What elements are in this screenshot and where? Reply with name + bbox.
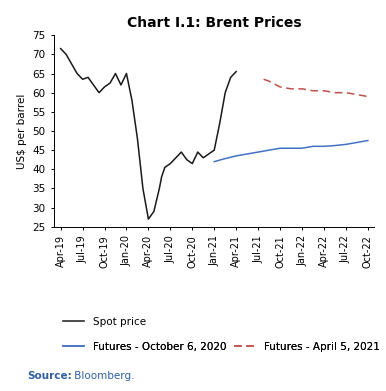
Text: Bloomberg.: Bloomberg.	[71, 371, 135, 381]
Legend: Futures - October 6, 2020, Futures - April 5, 2021: Futures - October 6, 2020, Futures - Apr…	[59, 337, 384, 356]
Y-axis label: US$ per barrel: US$ per barrel	[17, 93, 27, 169]
Title: Chart I.1: Brent Prices: Chart I.1: Brent Prices	[127, 16, 301, 30]
Text: Source:: Source:	[27, 371, 72, 381]
